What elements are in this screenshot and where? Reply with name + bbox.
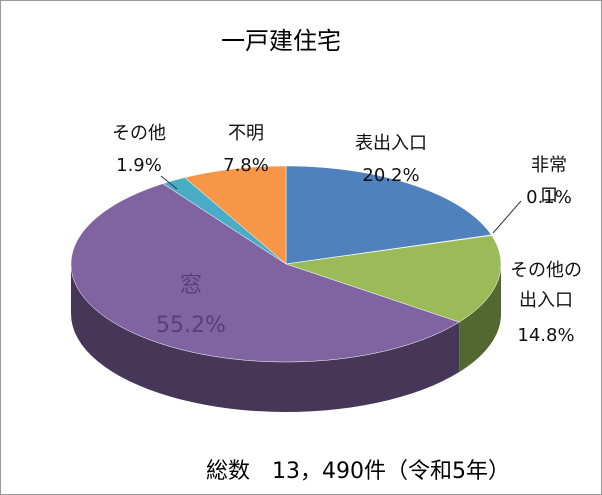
slice — [162, 177, 287, 265]
category-label: 窓 — [179, 273, 203, 298]
slice — [285, 165, 492, 265]
slice — [285, 235, 502, 323]
category-label: 不明 — [228, 123, 264, 144]
note: 総数 13，490件（令和5年） — [206, 459, 510, 484]
value-label: 1.9% — [116, 155, 162, 176]
category-label: 非常口 — [531, 155, 567, 206]
category-label: その他 — [112, 123, 166, 144]
slice-side — [459, 264, 501, 373]
value-label: 0.1% — [526, 187, 572, 208]
value-label: 20.2% — [362, 165, 420, 186]
value-label: 14.8% — [517, 325, 575, 346]
slice-side — [71, 264, 460, 412]
category-label: 表出入口 — [355, 133, 427, 154]
value-label: 55.2% — [156, 313, 226, 338]
category-label: その他の出入口 — [510, 260, 582, 311]
chart-title: 一戸建住宅 — [221, 27, 341, 55]
value-label: 7.8% — [223, 155, 269, 176]
slice — [70, 183, 460, 363]
leader-line — [492, 200, 522, 234]
slice — [184, 165, 287, 265]
leader-line — [160, 175, 178, 190]
